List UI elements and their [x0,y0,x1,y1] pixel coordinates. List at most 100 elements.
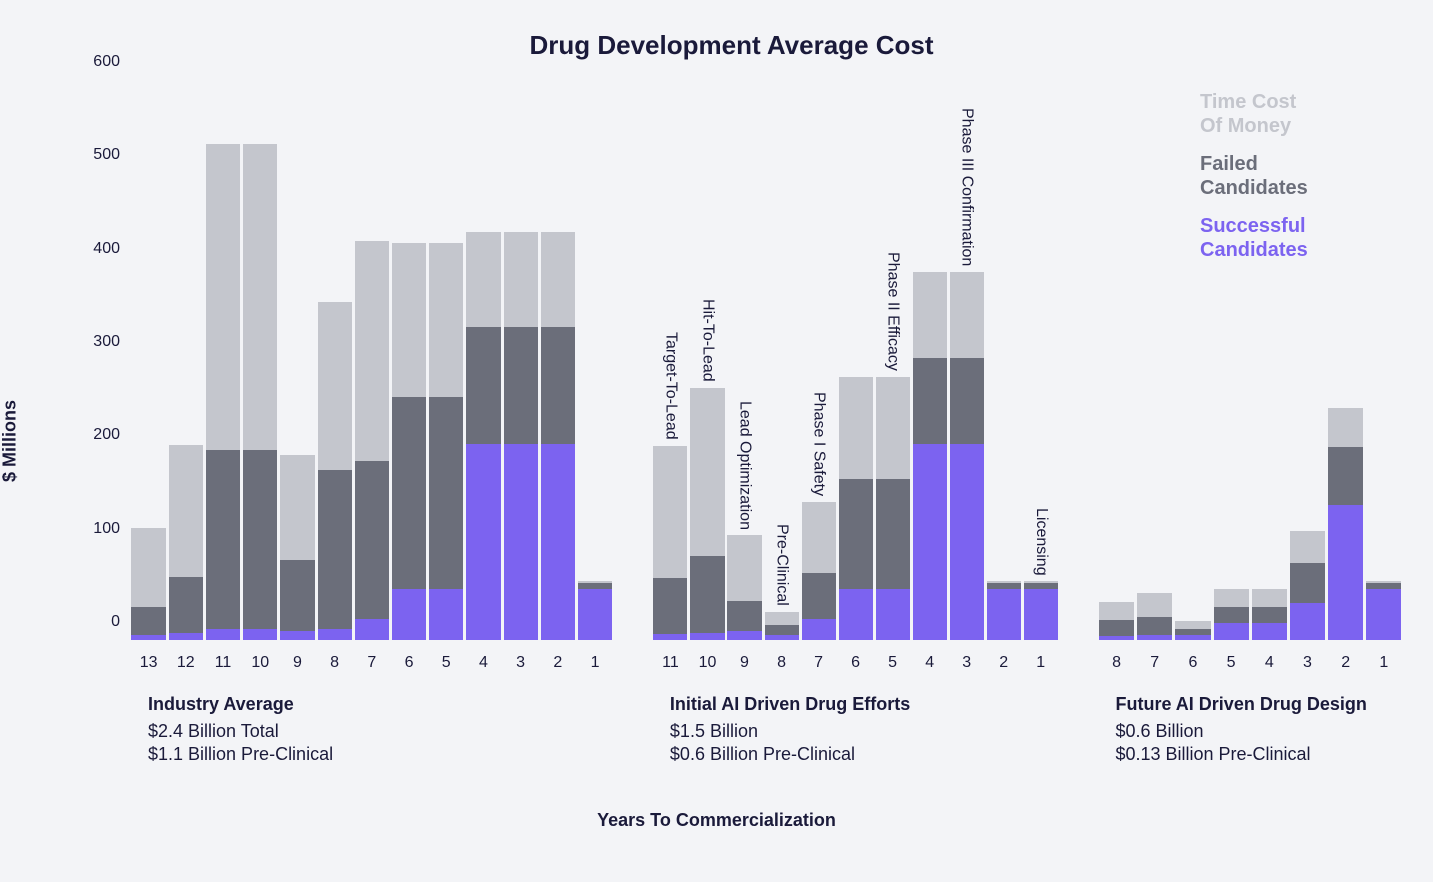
bar-segment-time [318,302,352,470]
bar-segment-failed [541,327,575,444]
bar-stack: Target-To-Lead [653,446,687,640]
bar-segment-failed [839,479,873,588]
bars-row: Target-To-LeadHit-To-LeadLead Optimizati… [652,80,1059,640]
bar-segment-failed [876,479,910,588]
bar-segment-successful [839,589,873,640]
x-tick: 4 [465,654,502,672]
bar-segment-time [504,232,538,327]
x-tick: 12 [167,654,204,672]
bar-stack [243,144,277,641]
panel-caption: Initial AI Driven Drug Efforts$1.5 Billi… [670,694,910,765]
bar-segment-failed [690,556,724,633]
x-axis-label: Years To Commercialization [0,810,1433,831]
x-tick: 3 [502,654,539,672]
bar-segment-time [1328,408,1363,447]
x-tick: 5 [428,654,465,672]
bar-segment-failed [913,358,947,444]
panel-subline: $0.13 Billion Pre-Clinical [1115,744,1366,765]
bar-segment-successful [504,444,538,640]
bar-segment-failed [1290,563,1325,602]
bar-column: Target-To-Lead [652,80,689,640]
x-ticks-row: 87654321 [1097,654,1403,672]
x-tick: 2 [539,654,576,672]
x-tick: 1 [1022,654,1059,672]
panel: Target-To-LeadHit-To-LeadLead Optimizati… [652,80,1059,640]
bar-stack: Hit-To-Lead [690,388,724,640]
bar-column [465,80,502,640]
bar-stack [913,272,947,640]
bar-stack: Phase II Efficacy [876,377,910,640]
bar-column: Hit-To-Lead [689,80,726,640]
bar-segment-time [950,272,984,358]
bar-segment-time [1137,593,1172,616]
x-tick: 7 [353,654,390,672]
panel-subline: $0.6 Billion [1115,721,1366,742]
x-tick: 6 [390,654,427,672]
panel-caption: Industry Average$2.4 Billion Total$1.1 B… [148,694,333,765]
bar-segment-time [169,445,203,578]
x-tick: 11 [204,654,241,672]
y-tick: 200 [93,426,120,444]
bar-column [353,80,390,640]
bar-stack [355,241,389,640]
x-tick: 1 [1365,654,1403,672]
bar-stack [1290,531,1325,640]
bar-column [1327,80,1365,640]
bar-column [985,80,1022,640]
x-tick: 8 [763,654,800,672]
panel-subline: $2.4 Billion Total [148,721,333,742]
bar-segment-failed [243,450,277,629]
bar-segment-successful [1175,635,1210,640]
bar-segment-successful [913,444,947,640]
bar-stack [504,232,538,640]
bar-segment-successful [876,589,910,640]
bar-segment-successful [1290,603,1325,640]
bar-column [1097,80,1135,640]
bar-segment-successful [1252,623,1287,640]
bar-segment-time [206,144,240,450]
bar-segment-time [429,243,463,397]
bar-column [316,80,353,640]
bar-segment-failed [765,625,799,635]
bar-column [576,80,613,640]
bar-segment-failed [1137,617,1172,636]
bar-segment-time [727,535,761,600]
bar-segment-successful [1024,589,1058,640]
bar-stack: Pre-Clinical [765,612,799,640]
bar-segment-failed [950,358,984,444]
x-tick: 2 [1327,654,1365,672]
bar-segment-successful [318,629,352,640]
x-tick: 13 [130,654,167,672]
bar-column [428,80,465,640]
bar-stack [1252,589,1287,640]
bar-segment-successful [392,589,426,640]
bar-segment-time [466,232,500,327]
bar-segment-successful [280,631,314,640]
bar-segment-failed [355,461,389,620]
x-tick: 4 [1250,654,1288,672]
bar-column [242,80,279,640]
bar-segment-failed [802,573,836,620]
bar-segment-successful [727,631,761,640]
bar-segment-time [392,243,426,397]
panel-subline: $1.5 Billion [670,721,910,742]
legend-item: SuccessfulCandidates [1200,214,1308,262]
y-tick: 300 [93,333,120,351]
bar-segment-successful [1366,589,1401,640]
bar-stack [578,581,612,640]
bar-segment-successful [1328,505,1363,640]
phase-label: Phase I Safety [810,392,828,502]
bar-stack: Phase III Confirmation [950,272,984,640]
bar-column [837,80,874,640]
bar-segment-successful [690,633,724,640]
x-tick: 3 [948,654,985,672]
bar-stack [392,243,426,640]
y-axis-label: $ Millions [0,400,21,482]
bar-stack [1366,581,1401,640]
bar-segment-successful [243,629,277,640]
x-tick: 6 [1174,654,1212,672]
bar-segment-time [653,446,687,579]
bar-segment-successful [578,589,612,640]
bar-segment-time [1214,589,1249,608]
bar-stack [1214,589,1249,640]
